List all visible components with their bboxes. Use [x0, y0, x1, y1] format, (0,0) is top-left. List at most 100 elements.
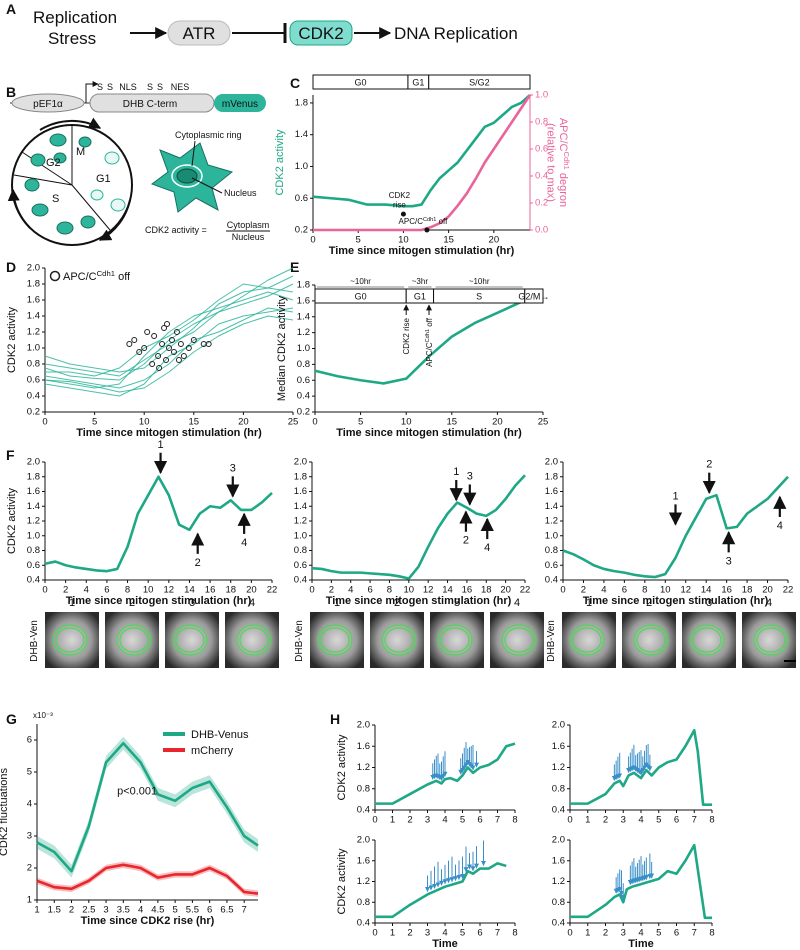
x-axis-label: Time since mitogen stimulation (hr)	[583, 595, 769, 607]
micrograph	[430, 612, 484, 668]
series-line	[570, 843, 712, 920]
cell-outline	[440, 627, 470, 653]
x-tick-label: 1.5	[48, 905, 61, 916]
cell-outline	[52, 624, 88, 656]
x-tick-label: 4.5	[151, 905, 164, 916]
y-tick-label: 1.0	[27, 530, 40, 541]
cell	[49, 133, 67, 147]
y-tick-label: 2.0	[294, 457, 307, 468]
y-tick-label: 0.8	[297, 359, 310, 370]
series-line	[312, 94, 531, 208]
cell-outline	[572, 627, 602, 653]
y2-axis-label-part: (relative to max)	[544, 123, 556, 202]
y2-tick-label: 0.2	[535, 198, 548, 209]
x-tick-label: 4	[601, 585, 606, 596]
scatter-point	[166, 345, 172, 351]
cell	[31, 203, 49, 217]
x-tick-label: 1	[585, 928, 590, 939]
y-tick-label: 0.8	[27, 545, 40, 556]
panel-a: Replication Stress ATR CDK2 DNA Replicat…	[33, 8, 518, 48]
x-tick-label: 8	[642, 585, 647, 596]
x-tick-label: 0	[560, 585, 565, 596]
formula: CDK2 activity =	[145, 225, 207, 235]
annotation-part: CDK2	[389, 191, 411, 200]
ring-label: Cytoplasmic ring	[175, 130, 242, 140]
frame-label: 3	[189, 597, 195, 609]
cell-outline	[320, 627, 350, 653]
scatter-point	[180, 353, 187, 359]
x-tick-label: 2	[69, 905, 74, 916]
x-tick-label: 12	[680, 585, 691, 596]
target: CDK2	[298, 24, 343, 43]
x-tick-label: 14	[184, 585, 195, 596]
micrograph	[490, 612, 544, 668]
frame-label: 2	[394, 597, 400, 609]
cell	[53, 152, 67, 164]
x-tick-label: 10	[401, 417, 412, 428]
scatter-point	[126, 341, 133, 347]
x-tick-label: 4	[138, 905, 143, 916]
x-tick-label: 25	[538, 417, 549, 428]
g1-cells	[90, 151, 126, 212]
x-tick-label: 18	[481, 585, 492, 596]
micrograph-label: DHB-Ven	[294, 620, 305, 662]
y-tick-label: 1.6	[357, 741, 370, 752]
ring	[171, 164, 203, 188]
x-tick-label: 5	[172, 905, 177, 916]
x-tick-label: 15	[443, 235, 454, 246]
cell-outline	[55, 627, 85, 653]
x-tick-label: 20	[246, 585, 257, 596]
y-axis-label: Median CDK2 activity	[276, 295, 288, 401]
cell-outline	[317, 624, 353, 656]
x-axis-label: Time since CDK2 rise (hr)	[81, 915, 215, 927]
arrow-label: 3	[467, 470, 473, 482]
cell-outline	[633, 624, 669, 656]
y-tick-label: 2.0	[545, 457, 558, 468]
x-tick-label: 20	[492, 417, 503, 428]
cell-outline	[753, 624, 789, 656]
scatter-point	[173, 329, 180, 335]
x-tick-label: 15	[447, 417, 458, 428]
y-tick-label: 1.4	[295, 129, 308, 140]
arrow-label: 3	[726, 555, 732, 567]
cell-outline	[692, 627, 722, 653]
sector	[71, 184, 111, 231]
panel-letter: G	[6, 711, 17, 727]
arrow-label: 4	[241, 537, 247, 549]
series-line	[44, 315, 294, 393]
cell	[30, 153, 46, 167]
y2-axis-label: APC/CCdh1 degron(relative to max)	[544, 118, 571, 207]
phase-duration: ~10hr	[350, 277, 371, 286]
phase-label: G2/M→	[518, 291, 549, 301]
x-tick-label: 7	[495, 815, 500, 826]
y-tick-label: 0.6	[27, 375, 40, 386]
series-line	[44, 267, 294, 377]
x-tick-label: 1	[390, 928, 395, 939]
x-tick-label: 3	[103, 905, 108, 916]
x-tick-label: 20	[238, 417, 249, 428]
x-tick-label: 5	[356, 235, 361, 246]
phase-duration: ~3hr	[412, 277, 429, 286]
y-tick-label: 1.4	[27, 311, 40, 322]
x-tick-label: 5	[358, 417, 363, 428]
x-tick-label: 20	[762, 585, 773, 596]
x-tick-label: 8	[387, 585, 392, 596]
series-line	[311, 474, 526, 580]
y-tick-label: 0.6	[545, 560, 558, 571]
arrow-label: 2	[195, 557, 201, 569]
y2-axis-label-part: degron	[557, 170, 569, 207]
pointer	[191, 140, 196, 167]
y-tick-label: 0.6	[27, 560, 40, 571]
y-axis-label: CDK2 activity	[6, 306, 18, 373]
x-tick-label: 8	[709, 928, 714, 939]
x-tick-label: 7	[495, 928, 500, 939]
y-tick-label: 1.2	[357, 762, 370, 773]
cell	[110, 198, 126, 212]
series-line	[44, 307, 294, 389]
y-tick-label: 1.8	[545, 471, 558, 482]
x-tick-label: 4	[348, 585, 353, 596]
frame-label: 3	[454, 597, 460, 609]
scatter-point	[168, 337, 175, 343]
x-tick-label: 5	[92, 417, 97, 428]
panel-letter: H	[330, 711, 340, 727]
